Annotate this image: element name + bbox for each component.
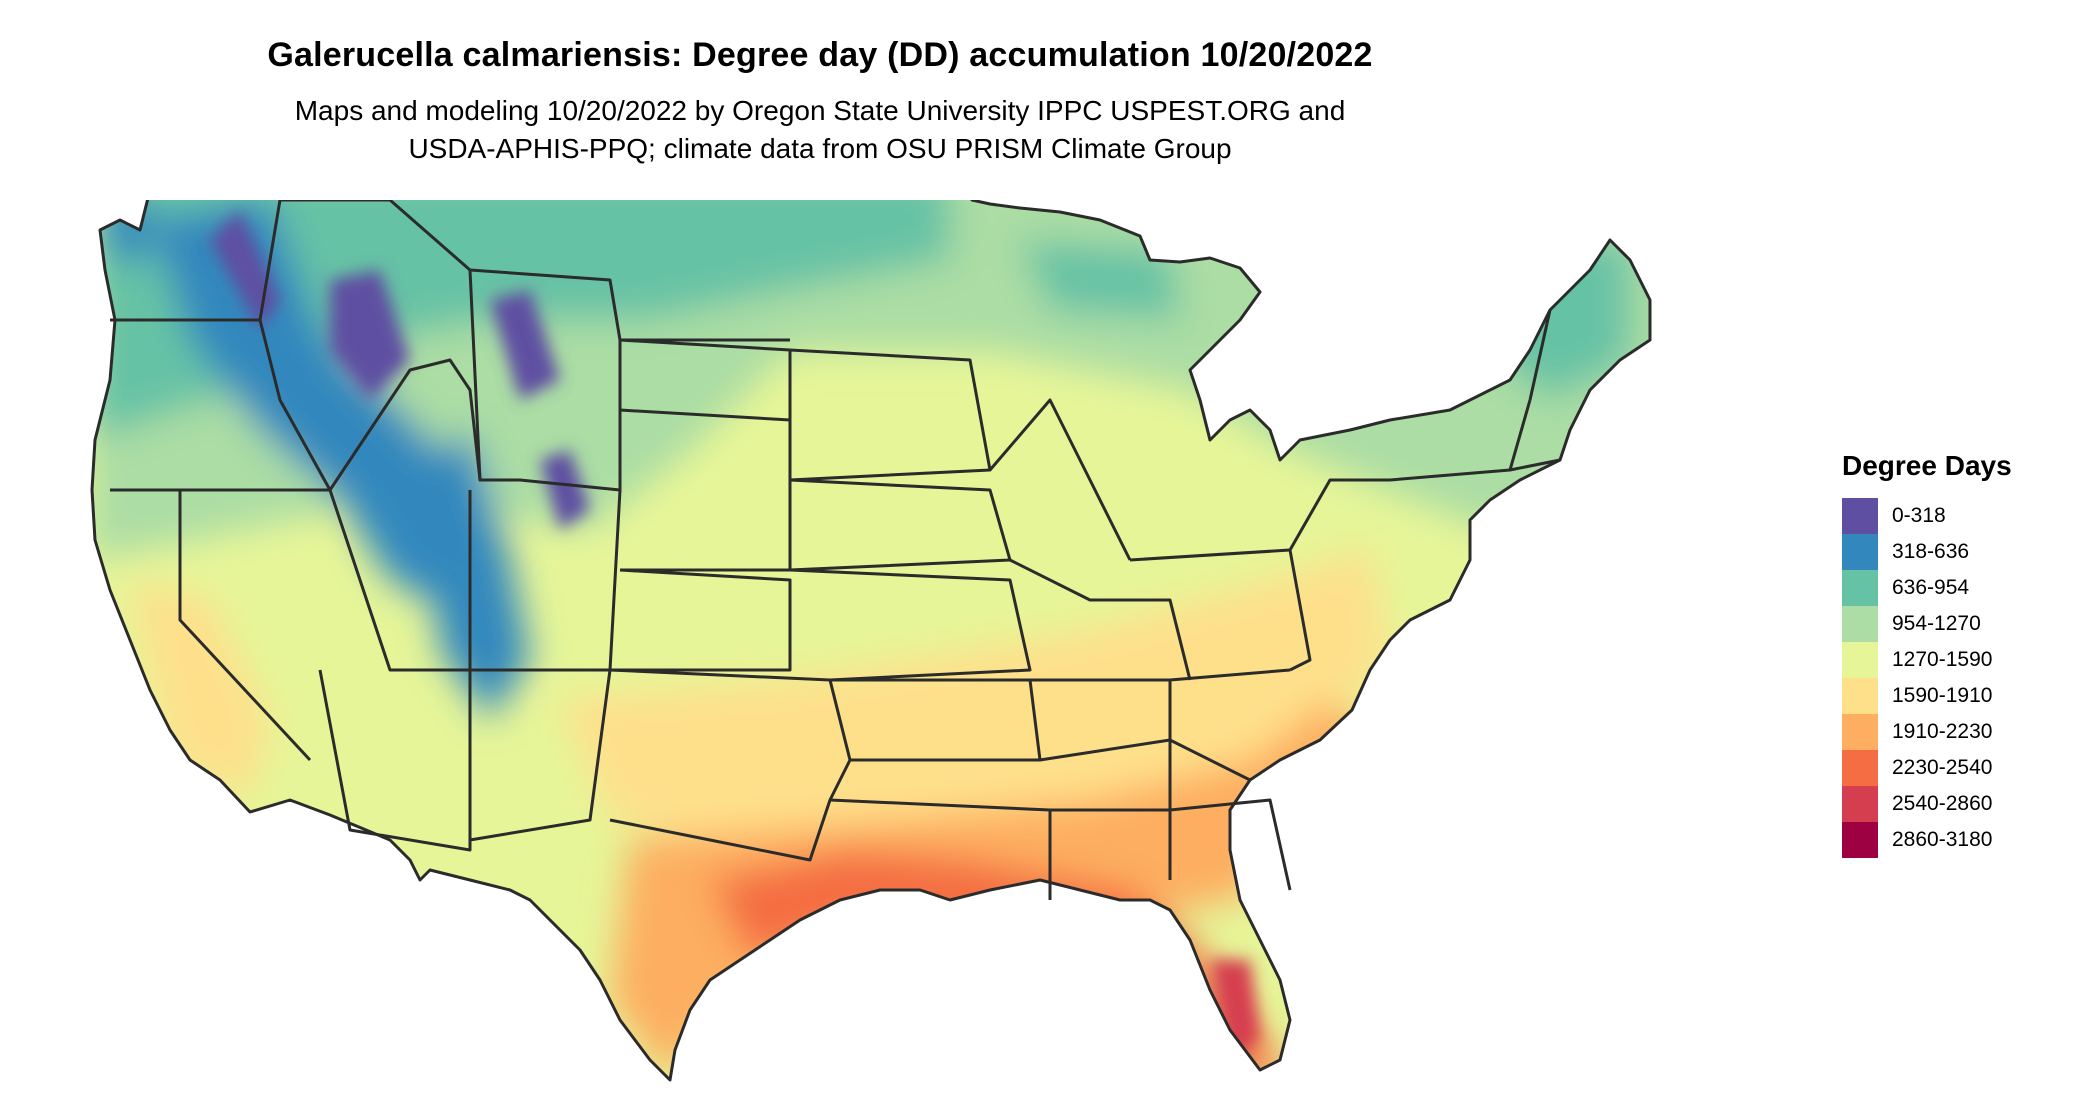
zone-318-636-rockies (150, 200, 510, 620)
legend-label: 0-318 (1892, 504, 1946, 527)
legend-label: 1590-1910 (1892, 684, 1993, 707)
subtitle-line-2: USDA-APHIS-PPQ; climate data from OSU PR… (408, 133, 1232, 164)
border-alabama (1050, 680, 1172, 880)
legend-swatch (1842, 786, 1878, 822)
map-subtitle: Maps and modeling 10/20/2022 by Oregon S… (0, 92, 1640, 168)
legend-swatch (1842, 822, 1878, 858)
border-oregon (110, 318, 332, 492)
zone-1590-1910 (560, 550, 1390, 850)
border-utah-colorado (468, 489, 622, 672)
border-washington-idaho (258, 200, 282, 321)
legend-item: 1910-2230 (1842, 714, 2082, 750)
border-new-england (1509, 309, 1561, 472)
legend-label: 954-1270 (1892, 612, 1981, 635)
legend-label: 2230-2540 (1892, 756, 1993, 779)
zone-2540-2860-florida (1210, 960, 1260, 1060)
legend-item: 1270-1590 (1842, 642, 2082, 678)
legend-swatch (1842, 606, 1878, 642)
border-missouri (789, 568, 1032, 682)
border-idaho-montana (328, 358, 482, 491)
legend-swatch (1842, 750, 1878, 786)
border-nebraska-kansas (610, 568, 792, 672)
border-georgia (1169, 798, 1292, 891)
legend-item: 636-954 (1842, 570, 2082, 606)
border-illinois-indiana (1009, 558, 1192, 681)
map-title: Galerucella calmariensis: Degree day (DD… (267, 36, 1373, 74)
degree-day-raster (92, 200, 1650, 1080)
legend-item: 1590-1910 (1842, 678, 2082, 714)
border-wyoming (468, 269, 622, 492)
subtitle-line-1: Maps and modeling 10/20/2022 by Oregon S… (294, 95, 1346, 126)
zone-318-636-colorado (420, 430, 530, 720)
border-montana (280, 200, 790, 342)
legend-label: 2540-2860 (1892, 792, 1993, 815)
zone-0-318-colorado-peaks (540, 450, 590, 530)
legend-swatch (1842, 678, 1878, 714)
border-ohio-pennsylvania (1129, 478, 1390, 562)
legend-item: 2860-3180 (1842, 822, 2082, 858)
zone-1590-1910-california (130, 580, 270, 800)
state-borders (90, 200, 1652, 1082)
legend-swatch (1842, 714, 1878, 750)
legend-swatch (1842, 570, 1878, 606)
legend-swatch (1842, 642, 1878, 678)
border-iowa (789, 478, 1012, 572)
zone-0-318-wyoming (490, 290, 560, 400)
border-new-mexico (468, 669, 612, 842)
border-virginia (1288, 549, 1312, 672)
zone-636-954-great-lakes (1020, 240, 1180, 320)
legend-title: Degree Days (1842, 450, 2012, 481)
border-california (178, 490, 312, 762)
legend-label: 1910-2230 (1892, 720, 1993, 743)
legend: Degree Days 0-318 318-636 636-954 954-1270 1… (1842, 450, 2082, 858)
legend-item: 954-1270 (1842, 606, 2082, 642)
legend-item: 2540-2860 (1842, 786, 2082, 822)
us-map-svg (90, 200, 1652, 1082)
legend-item: 318-636 (1842, 534, 2082, 570)
border-arkansas (830, 678, 1042, 762)
legend-label: 636-954 (1892, 576, 1970, 599)
legend-item: 0-318 (1842, 498, 2082, 534)
legend-swatch (1842, 498, 1878, 534)
legend-items: 0-318 318-636 636-954 954-1270 1270-1590 1590… (1842, 498, 2082, 858)
legend-swatch (1842, 534, 1878, 570)
legend-label: 1270-1590 (1892, 648, 1993, 671)
border-dakotas (619, 338, 792, 572)
border-nd-sd (619, 408, 791, 422)
border-minnesota (789, 348, 992, 482)
legend-label: 318-636 (1892, 540, 1970, 563)
border-wisconsin (988, 398, 1132, 561)
zone-0-318-idaho (330, 270, 410, 400)
legend-item: 2230-2540 (1842, 750, 2082, 786)
legend-label: 2860-3180 (1892, 828, 1993, 851)
degree-day-map (90, 200, 1820, 1100)
